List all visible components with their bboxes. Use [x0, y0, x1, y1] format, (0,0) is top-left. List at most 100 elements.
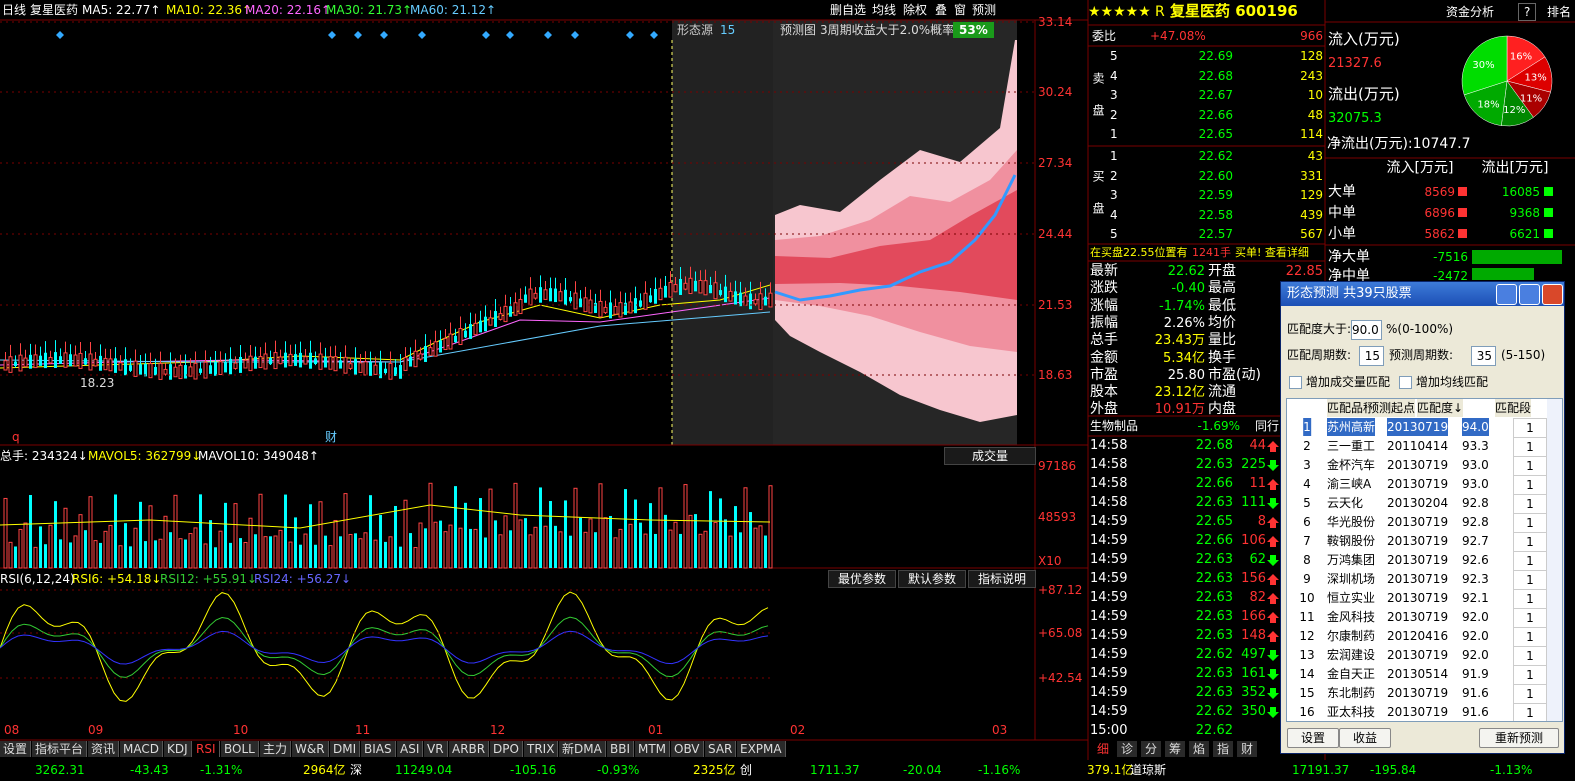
- fund-rank[interactable]: 排名: [1547, 5, 1572, 19]
- indicator-tab[interactable]: BOLL: [221, 741, 259, 757]
- quote-tab[interactable]: 诊: [1117, 741, 1137, 757]
- checkbox[interactable]: [1399, 376, 1412, 389]
- volume-axis-label: 48593: [1038, 510, 1077, 524]
- candle-body: [679, 278, 682, 295]
- tick-arrow: [1267, 555, 1279, 566]
- tick-price: 22.63: [1195, 628, 1233, 643]
- tick-arrow: [1267, 669, 1279, 680]
- candle-body: [78, 352, 83, 369]
- dialog-button[interactable]: 收益: [1339, 728, 1391, 748]
- volume-bar: [278, 529, 283, 569]
- stock-name[interactable]: 亚太科技: [1327, 705, 1376, 719]
- stock-name[interactable]: 宏润建设: [1327, 648, 1376, 662]
- tick-volume: 111: [1241, 495, 1266, 510]
- volume-bar: [458, 527, 463, 569]
- indicator-tab[interactable]: MTM: [635, 741, 671, 757]
- window-control[interactable]: [1542, 284, 1563, 305]
- toolbar-button[interactable]: 均线: [872, 3, 897, 17]
- quote-tab[interactable]: 分: [1141, 741, 1161, 757]
- indicator-tab[interactable]: BBI: [607, 741, 635, 757]
- tick-price: 22.62: [1195, 723, 1233, 738]
- tick-arrow: [1267, 460, 1279, 471]
- notice: 1241手: [1192, 246, 1231, 259]
- toolbar-button[interactable]: 预测: [972, 3, 997, 17]
- quote-tab[interactable]: 细: [1093, 741, 1113, 757]
- volume-bar: [363, 532, 368, 569]
- stock-name[interactable]: 云天化: [1327, 496, 1364, 510]
- indicator-tab[interactable]: EXPMA: [737, 741, 786, 757]
- stock-name[interactable]: 金自天正: [1327, 667, 1376, 681]
- stock-name[interactable]: 东北制药: [1327, 686, 1376, 700]
- stock-name[interactable]: 华光股份: [1327, 515, 1376, 529]
- indicator-tab[interactable]: 新DMA: [559, 741, 606, 757]
- stock-name[interactable]: 渝三峡A: [1327, 477, 1372, 491]
- volume-bar: [163, 515, 168, 569]
- indicator-tab[interactable]: W&R: [292, 741, 329, 757]
- indicator-tab[interactable]: VR: [424, 741, 448, 757]
- indicator-tab[interactable]: TRIX: [524, 741, 559, 757]
- dialog-button[interactable]: 设置: [1287, 728, 1339, 748]
- volume-bar: [664, 514, 667, 568]
- indicator-tab[interactable]: 指标平台: [32, 741, 88, 757]
- indicator-tab[interactable]: ARBR: [449, 741, 490, 757]
- stock-name[interactable]: 三一重工: [1327, 439, 1376, 453]
- volume-bar: [54, 501, 57, 568]
- stock-name[interactable]: 金杯汽车: [1327, 458, 1376, 472]
- indicator-tab[interactable]: BIAS: [361, 741, 396, 757]
- cell: 3: [1303, 458, 1311, 472]
- indicator-tab[interactable]: 设置: [0, 741, 32, 757]
- toolbar-button[interactable]: 删自选: [830, 3, 867, 17]
- volume-button[interactable]: 成交量: [944, 447, 1036, 465]
- indicator-tab[interactable]: OBV: [671, 741, 704, 757]
- book-price: 22.58: [1198, 207, 1233, 222]
- forecast-input[interactable]: 35: [1471, 346, 1496, 366]
- quote-tab[interactable]: 指: [1213, 741, 1233, 757]
- indicator-tab[interactable]: 主力: [260, 741, 292, 757]
- toolbar-button[interactable]: 窗: [954, 3, 967, 17]
- indicator-tab[interactable]: KDJ: [164, 741, 192, 757]
- toolbar-button[interactable]: 除权: [903, 3, 928, 17]
- stock-name[interactable]: 尔康制药: [1327, 629, 1376, 643]
- indicator-tab[interactable]: MACD: [120, 741, 163, 757]
- candle-body: [594, 302, 597, 313]
- rsi-button[interactable]: 最优参数: [828, 570, 896, 588]
- net-row-value: -7516: [1433, 250, 1468, 264]
- checkbox[interactable]: [1289, 376, 1302, 389]
- status-item: -1.13%: [1490, 763, 1533, 777]
- candle-body: [739, 292, 742, 307]
- window-control[interactable]: [1519, 284, 1540, 305]
- indicator-tab[interactable]: DPO: [490, 741, 523, 757]
- cell: 1: [1303, 418, 1311, 436]
- stock-name[interactable]: 鞍钢股份: [1327, 534, 1376, 548]
- quote-tab[interactable]: 焰: [1189, 741, 1209, 757]
- quote-tab[interactable]: 财: [1237, 741, 1257, 757]
- stock-name[interactable]: 恒立实业: [1327, 591, 1376, 605]
- rsi-button[interactable]: 指标说明: [968, 570, 1036, 588]
- period-input[interactable]: 15: [1359, 346, 1384, 366]
- indicator-tab[interactable]: SAR: [705, 741, 737, 757]
- candle-body: [14, 361, 17, 366]
- volume-header: MAVOL5: 362799↓: [88, 449, 202, 463]
- scrollbar[interactable]: [1547, 399, 1562, 721]
- candle-body: [649, 295, 652, 303]
- industry-button[interactable]: 同行: [1255, 419, 1280, 433]
- toolbar-button[interactable]: 叠: [935, 3, 948, 17]
- indicator-tab[interactable]: DMI: [330, 741, 361, 757]
- indicator-tab[interactable]: ASI: [397, 741, 424, 757]
- rsi-button[interactable]: 默认参数: [898, 570, 966, 588]
- match-input[interactable]: 90.0: [1351, 320, 1382, 340]
- window-control[interactable]: [1496, 284, 1517, 305]
- stock-name[interactable]: 苏州高新: [1327, 418, 1376, 436]
- candle-body: [409, 356, 412, 367]
- indicator-tab[interactable]: RSI: [193, 741, 220, 757]
- indicator-tab[interactable]: 资讯: [88, 741, 120, 757]
- stock-name[interactable]: 金风科技: [1327, 610, 1376, 624]
- stock-name[interactable]: 深圳机场: [1327, 572, 1376, 586]
- stock-name[interactable]: 万鸿集团: [1327, 553, 1376, 567]
- quote-tab[interactable]: 筹: [1165, 741, 1185, 757]
- dialog-button[interactable]: 重新预测: [1479, 728, 1559, 748]
- fund-help[interactable]: ?: [1518, 3, 1537, 21]
- tick-arrow: [1267, 574, 1279, 585]
- pie-label: 16%: [1510, 52, 1532, 63]
- fund-column: 流入[万元]: [1386, 160, 1454, 176]
